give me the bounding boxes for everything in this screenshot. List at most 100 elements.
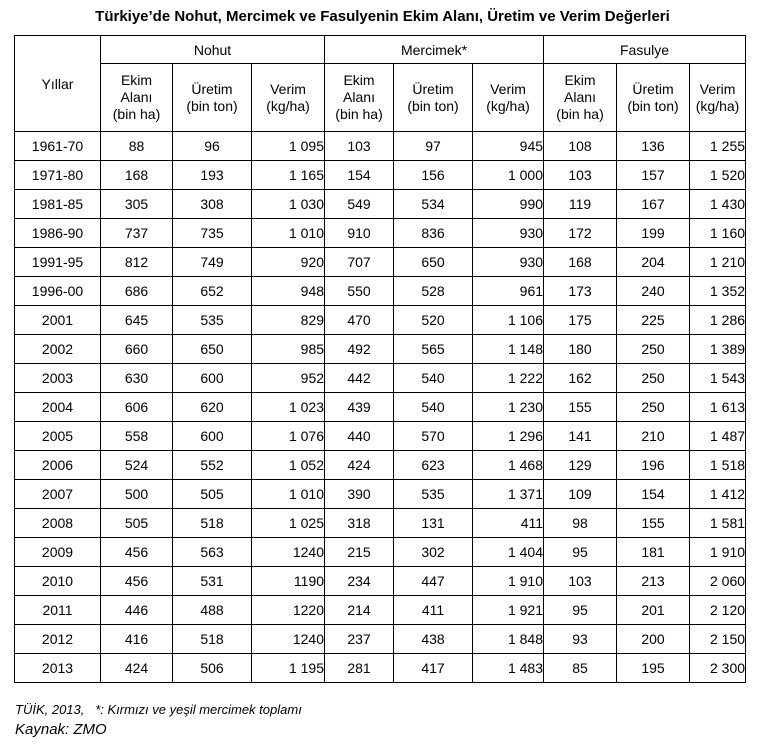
year-cell: 2004 <box>14 392 101 422</box>
value-cell: 210 <box>616 421 691 451</box>
value-cell: 930 <box>472 218 545 248</box>
value-cell: 570 <box>393 421 474 451</box>
year-cell: 2007 <box>14 479 101 509</box>
value-cell: 488 <box>172 595 252 625</box>
value-cell: 1 518 <box>689 450 747 480</box>
value-cell: 1 848 <box>472 624 545 654</box>
value-cell: 214 <box>324 595 395 625</box>
value-cell: 195 <box>616 653 691 683</box>
value-cell: 1 222 <box>472 363 545 393</box>
value-cell: 930 <box>472 247 545 277</box>
header-line: Ekim <box>564 72 596 88</box>
year-cell: 1996-00 <box>14 276 101 306</box>
value-cell: 168 <box>100 160 173 190</box>
value-cell: 506 <box>172 653 252 683</box>
header-years: Yıllar <box>14 35 101 132</box>
value-cell: 518 <box>172 508 252 538</box>
header-line: Alanı <box>564 89 596 105</box>
table-row: 1986-90 737 735 1 010 910 836 930 172 199 1 160 <box>14 218 747 248</box>
header-mercimek: Mercimek* <box>324 35 545 64</box>
value-cell: 600 <box>172 421 252 451</box>
header-fasulye-production: Üretim (bin ton) <box>616 63 691 132</box>
value-cell: 1 921 <box>472 595 545 625</box>
value-cell: 193 <box>172 160 252 190</box>
value-cell: 518 <box>172 624 252 654</box>
value-cell: 1 613 <box>689 392 747 422</box>
table-row: 2011 446 488 1220 214 411 1 921 95 201 2 120 <box>14 595 747 625</box>
year-cell: 2012 <box>14 624 101 654</box>
value-cell: 103 <box>324 131 395 161</box>
value-cell: 650 <box>172 334 252 364</box>
value-cell: 281 <box>324 653 395 683</box>
value-cell: 180 <box>543 334 618 364</box>
value-cell: 141 <box>543 421 618 451</box>
year-cell: 2011 <box>14 595 101 625</box>
header-line: (bin ton) <box>186 97 238 114</box>
value-cell: 155 <box>616 508 691 538</box>
value-cell: 1 010 <box>250 218 326 248</box>
value-cell: 390 <box>324 479 395 509</box>
year-cell: 2006 <box>14 450 101 480</box>
value-cell: 1 487 <box>689 421 747 451</box>
header-nohut-production: Üretim (bin ton) <box>172 63 252 132</box>
year-cell: 1986-90 <box>14 218 101 248</box>
table-row: 1971-80 168 193 1 165 154 156 1 000 103 157 1 520 <box>14 160 747 190</box>
table-row: 2003 630 600 952 442 540 1 222 162 250 1 543 <box>14 363 747 393</box>
value-cell: 156 <box>393 160 474 190</box>
value-cell: 558 <box>100 421 173 451</box>
value-cell: 308 <box>172 189 252 219</box>
value-cell: 1 296 <box>472 421 545 451</box>
value-cell: 234 <box>324 566 395 596</box>
value-cell: 250 <box>616 334 691 364</box>
value-cell: 447 <box>393 566 474 596</box>
value-cell: 103 <box>543 160 618 190</box>
value-cell: 417 <box>393 653 474 683</box>
value-cell: 1 165 <box>250 160 326 190</box>
header-nohut-area: Ekim Alanı (bin ha) <box>100 63 173 132</box>
value-cell: 237 <box>324 624 395 654</box>
value-cell: 1 210 <box>689 247 747 277</box>
value-cell: 97 <box>393 131 474 161</box>
year-cell: 2009 <box>14 537 101 567</box>
value-cell: 2 150 <box>689 624 747 654</box>
table-row: 2004 606 620 1 023 439 540 1 230 155 250 1 613 <box>14 392 747 422</box>
value-cell: 204 <box>616 247 691 277</box>
value-cell: 119 <box>543 189 618 219</box>
value-cell: 2 060 <box>689 566 747 596</box>
value-cell: 1 095 <box>250 131 326 161</box>
value-cell: 424 <box>100 653 173 683</box>
header-line: (bin ha) <box>335 106 383 122</box>
value-cell: 213 <box>616 566 691 596</box>
source-note: Kaynak: ZMO <box>15 721 107 738</box>
value-cell: 565 <box>393 334 474 364</box>
header-fasulye-area: Ekim Alanı (bin ha) <box>543 63 618 132</box>
value-cell: 652 <box>172 276 252 306</box>
data-table: Yıllar Nohut Mercimek* Fasulye Ekim Alanı… <box>14 35 747 683</box>
value-cell: 199 <box>616 218 691 248</box>
year-cell: 2002 <box>14 334 101 364</box>
header-line: Ekim <box>343 72 375 88</box>
header-mercimek-production: Üretim (bin ton) <box>393 63 474 132</box>
value-cell: 945 <box>472 131 545 161</box>
header-line: (kg/ha) <box>695 97 740 114</box>
value-cell: 1220 <box>250 595 326 625</box>
value-cell: 1 371 <box>472 479 545 509</box>
value-cell: 620 <box>172 392 252 422</box>
header-line: Alanı <box>343 89 375 105</box>
value-cell: 1 025 <box>250 508 326 538</box>
table-row: 1991-95 812 749 920 707 650 930 168 204 1 210 <box>14 247 747 277</box>
value-cell: 1 010 <box>250 479 326 509</box>
value-cell: 505 <box>172 479 252 509</box>
value-cell: 630 <box>100 363 173 393</box>
value-cell: 920 <box>250 247 326 277</box>
value-cell: 531 <box>172 566 252 596</box>
value-cell: 2 300 <box>689 653 747 683</box>
header-mercimek-area: Ekim Alanı (bin ha) <box>324 63 395 132</box>
value-cell: 181 <box>616 537 691 567</box>
value-cell: 910 <box>324 218 395 248</box>
value-cell: 155 <box>543 392 618 422</box>
value-cell: 196 <box>616 450 691 480</box>
header-line: (bin ha) <box>556 106 604 122</box>
year-cell: 1991-95 <box>14 247 101 277</box>
value-cell: 157 <box>616 160 691 190</box>
